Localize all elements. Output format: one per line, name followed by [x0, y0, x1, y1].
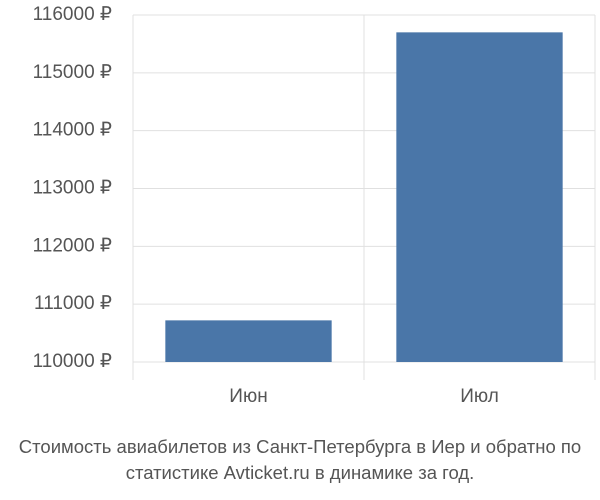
y-tick-label: 115000 ₽ — [33, 62, 112, 83]
y-tick-label: 111000 ₽ — [34, 293, 112, 314]
x-tick-label: Июл — [460, 386, 499, 407]
bar — [165, 320, 332, 362]
y-tick-label: 114000 ₽ — [33, 120, 112, 141]
y-tick-label: 113000 ₽ — [33, 178, 112, 199]
y-tick-label: 112000 ₽ — [33, 235, 112, 256]
y-tick-label: 110000 ₽ — [33, 351, 112, 372]
chart: 110000 ₽ 111000 ₽ 112000 ₽ 113000 ₽ 114000 ₽… — [33, 4, 596, 407]
chart-title: Стоимость авиабилетов из Санкт-Петербург… — [18, 436, 582, 483]
x-tick-label: Июн — [229, 386, 267, 407]
chart-title-box: Стоимость авиабилетов из Санкт-Петербург… — [0, 434, 600, 486]
y-tick-label: 116000 ₽ — [33, 4, 112, 25]
bar — [396, 32, 563, 362]
